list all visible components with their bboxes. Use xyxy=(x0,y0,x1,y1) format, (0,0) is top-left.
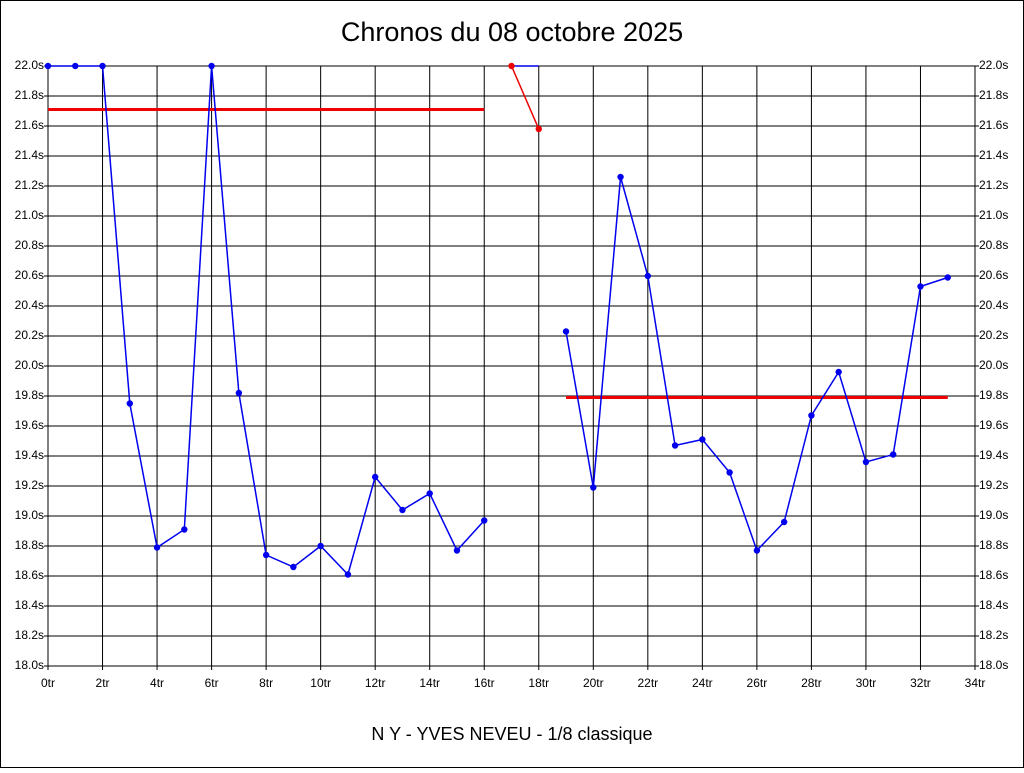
x-tick-label: 28tr xyxy=(801,676,822,690)
x-tick-label: 26tr xyxy=(747,676,768,690)
x-tick-label: 20tr xyxy=(583,676,604,690)
y2-tick-label: 21.0s xyxy=(979,208,1008,222)
x-tick-label: 30tr xyxy=(856,676,877,690)
x-tick-label: 24tr xyxy=(692,676,713,690)
x-tick-label: 12tr xyxy=(365,676,386,690)
y-tick-label: 21.4s xyxy=(15,148,44,162)
y-tick-label: 20.4s xyxy=(15,298,44,312)
point xyxy=(44,62,52,70)
y2-tick-label: 18.8s xyxy=(979,538,1008,552)
y2-tick-label: 19.8s xyxy=(979,388,1008,402)
y2-tick-label: 20.4s xyxy=(979,298,1008,312)
point xyxy=(944,274,951,281)
point xyxy=(590,484,597,491)
point xyxy=(835,368,842,376)
y2-tick-label: 22.0s xyxy=(979,58,1008,72)
point xyxy=(508,62,515,70)
y-tick-label: 19.8s xyxy=(15,388,44,402)
x-tick-label: 0tr xyxy=(41,676,55,690)
point xyxy=(235,389,243,397)
y2-tick-label: 20.6s xyxy=(979,268,1008,282)
point xyxy=(699,436,706,443)
point xyxy=(753,547,761,554)
point xyxy=(917,283,924,290)
point xyxy=(481,517,488,524)
y-tick-label: 20.2s xyxy=(15,328,44,342)
y2-tick-label: 18.0s xyxy=(979,658,1008,672)
x-tick-label: 8tr xyxy=(259,676,273,690)
point xyxy=(153,544,161,551)
y-tick-label: 20.8s xyxy=(15,238,44,252)
y2-tick-label: 20.0s xyxy=(979,358,1008,372)
y2-tick-label: 21.2s xyxy=(979,178,1008,192)
x-tick-label: 34tr xyxy=(965,676,986,690)
y2-tick-label: 20.2s xyxy=(979,328,1008,342)
point xyxy=(72,62,79,70)
y-tick-label: 21.8s xyxy=(15,88,44,102)
series-line xyxy=(510,65,540,130)
x-axis-title: N Y - YVES NEVEU - 1/8 classique xyxy=(371,724,652,744)
y2-tick-label: 19.0s xyxy=(979,508,1008,522)
x-tick-label: 16tr xyxy=(474,676,495,690)
point xyxy=(671,442,679,449)
point xyxy=(644,272,652,280)
point xyxy=(317,542,324,550)
chart-title: Chronos du 08 octobre 2025 xyxy=(341,17,683,47)
y-tick-label: 19.2s xyxy=(15,478,44,492)
y2-tick-label: 18.4s xyxy=(979,598,1008,612)
y2-tick-label: 20.8s xyxy=(979,238,1008,252)
point xyxy=(262,551,270,559)
y-tick-label: 20.6s xyxy=(15,268,44,282)
y-tick-label: 19.6s xyxy=(15,418,44,432)
x-tick-label: 32tr xyxy=(910,676,931,690)
y-tick-label: 19.0s xyxy=(15,508,44,522)
point xyxy=(99,62,106,70)
y2-tick-label: 18.6s xyxy=(979,568,1008,582)
y-tick-label: 18.8s xyxy=(15,538,44,552)
x-tick-label: 18tr xyxy=(528,676,549,690)
x-tick-label: 14tr xyxy=(419,676,440,690)
y2-tick-label: 19.2s xyxy=(979,478,1008,492)
y-tick-label: 19.4s xyxy=(15,448,44,462)
point xyxy=(126,400,133,407)
y-tick-label: 18.0s xyxy=(15,658,44,672)
y-tick-label: 18.2s xyxy=(15,628,44,642)
y2-tick-label: 21.8s xyxy=(979,88,1008,102)
point xyxy=(290,563,297,571)
y-tick-label: 22.0s xyxy=(15,58,44,72)
point xyxy=(181,526,188,533)
point xyxy=(453,547,461,554)
point xyxy=(726,469,733,476)
point xyxy=(399,506,406,514)
point xyxy=(808,412,815,419)
point xyxy=(371,473,379,481)
y2-tick-label: 21.6s xyxy=(979,118,1008,132)
point xyxy=(535,125,542,133)
point xyxy=(862,458,870,466)
point xyxy=(426,490,433,497)
x-tick-label: 2tr xyxy=(96,676,110,690)
y2-tick-label: 19.4s xyxy=(979,448,1008,462)
point xyxy=(562,328,570,335)
point xyxy=(890,451,897,458)
y2-tick-label: 18.2s xyxy=(979,628,1008,642)
point xyxy=(208,62,215,70)
x-tick-label: 22tr xyxy=(637,676,658,690)
y-tick-label: 18.4s xyxy=(15,598,44,612)
y2-tick-label: 19.6s xyxy=(979,418,1008,432)
x-tick-label: 10tr xyxy=(310,676,331,690)
y-tick-label: 21.2s xyxy=(15,178,44,192)
y-tick-label: 20.0s xyxy=(15,358,44,372)
x-tick-label: 6tr xyxy=(205,676,219,690)
point xyxy=(780,518,788,526)
y-tick-label: 21.0s xyxy=(15,208,44,222)
y2-tick-label: 21.4s xyxy=(979,148,1008,162)
y-tick-label: 18.6s xyxy=(15,568,44,582)
y-tick-label: 21.6s xyxy=(15,118,44,132)
point xyxy=(617,173,624,181)
x-tick-label: 4tr xyxy=(150,676,164,690)
point xyxy=(344,571,352,578)
